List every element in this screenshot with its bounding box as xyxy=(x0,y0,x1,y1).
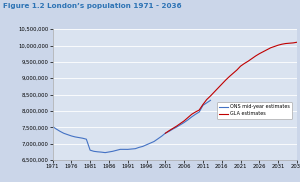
GLA estimates xyxy=(269,47,272,49)
ONS mid-year estimates xyxy=(201,104,205,106)
GLA estimates xyxy=(291,42,295,44)
Text: Figure 1.2 London’s population 1971 - 2036: Figure 1.2 London’s population 1971 - 20… xyxy=(3,3,182,9)
ONS mid-year estimates xyxy=(107,151,111,153)
GLA estimates xyxy=(201,103,205,106)
ONS mid-year estimates xyxy=(122,148,126,151)
ONS mid-year estimates xyxy=(126,148,130,151)
ONS mid-year estimates xyxy=(115,149,118,151)
GLA estimates xyxy=(227,76,231,78)
ONS mid-year estimates xyxy=(96,151,99,153)
ONS mid-year estimates xyxy=(167,130,171,132)
ONS mid-year estimates xyxy=(92,150,96,152)
GLA estimates xyxy=(197,109,201,111)
ONS mid-year estimates xyxy=(111,150,115,152)
GLA estimates xyxy=(171,127,175,129)
GLA estimates xyxy=(209,95,212,97)
GLA estimates xyxy=(194,111,197,113)
ONS mid-year estimates xyxy=(175,126,178,128)
GLA estimates xyxy=(224,79,227,81)
GLA estimates xyxy=(284,42,287,45)
GLA estimates xyxy=(182,120,186,122)
GLA estimates xyxy=(186,116,190,119)
ONS mid-year estimates xyxy=(164,132,167,134)
ONS mid-year estimates xyxy=(62,132,66,134)
GLA estimates xyxy=(178,122,182,124)
ONS mid-year estimates xyxy=(160,135,164,137)
GLA estimates xyxy=(273,45,276,48)
ONS mid-year estimates xyxy=(209,99,212,101)
GLA estimates xyxy=(164,132,167,134)
GLA estimates xyxy=(205,98,208,101)
GLA estimates xyxy=(242,62,246,65)
GLA estimates xyxy=(246,60,250,62)
ONS mid-year estimates xyxy=(156,138,160,140)
ONS mid-year estimates xyxy=(73,136,77,138)
GLA estimates xyxy=(280,43,284,45)
Legend: ONS mid-year estimates, GLA estimates: ONS mid-year estimates, GLA estimates xyxy=(217,102,292,119)
GLA estimates xyxy=(216,87,220,89)
GLA estimates xyxy=(261,51,265,53)
ONS mid-year estimates xyxy=(70,135,73,137)
ONS mid-year estimates xyxy=(51,125,54,128)
ONS mid-year estimates xyxy=(137,146,141,149)
ONS mid-year estimates xyxy=(66,134,69,136)
ONS mid-year estimates xyxy=(171,128,175,130)
ONS mid-year estimates xyxy=(55,128,58,130)
GLA estimates xyxy=(239,65,242,67)
ONS mid-year estimates xyxy=(182,121,186,124)
GLA estimates xyxy=(235,69,238,71)
ONS mid-year estimates xyxy=(145,144,148,146)
ONS mid-year estimates xyxy=(148,142,152,144)
Line: GLA estimates: GLA estimates xyxy=(165,42,297,133)
GLA estimates xyxy=(175,125,178,127)
GLA estimates xyxy=(190,113,194,115)
ONS mid-year estimates xyxy=(77,136,81,139)
ONS mid-year estimates xyxy=(152,140,156,143)
ONS mid-year estimates xyxy=(197,111,201,113)
ONS mid-year estimates xyxy=(141,145,145,147)
ONS mid-year estimates xyxy=(58,130,62,132)
ONS mid-year estimates xyxy=(190,116,194,118)
ONS mid-year estimates xyxy=(130,148,133,150)
GLA estimates xyxy=(265,49,269,51)
GLA estimates xyxy=(167,130,171,132)
GLA estimates xyxy=(254,55,257,57)
GLA estimates xyxy=(295,41,299,43)
GLA estimates xyxy=(250,58,254,60)
ONS mid-year estimates xyxy=(178,124,182,126)
GLA estimates xyxy=(288,42,291,44)
ONS mid-year estimates xyxy=(81,137,84,139)
GLA estimates xyxy=(220,83,224,85)
ONS mid-year estimates xyxy=(205,102,208,104)
GLA estimates xyxy=(212,91,216,93)
Line: ONS mid-year estimates: ONS mid-year estimates xyxy=(52,100,211,153)
GLA estimates xyxy=(276,44,280,46)
ONS mid-year estimates xyxy=(85,138,88,140)
GLA estimates xyxy=(258,53,261,55)
ONS mid-year estimates xyxy=(194,113,197,115)
ONS mid-year estimates xyxy=(103,152,107,154)
ONS mid-year estimates xyxy=(186,119,190,121)
ONS mid-year estimates xyxy=(100,151,103,153)
ONS mid-year estimates xyxy=(134,148,137,150)
ONS mid-year estimates xyxy=(88,149,92,151)
GLA estimates xyxy=(231,72,235,74)
ONS mid-year estimates xyxy=(118,148,122,151)
